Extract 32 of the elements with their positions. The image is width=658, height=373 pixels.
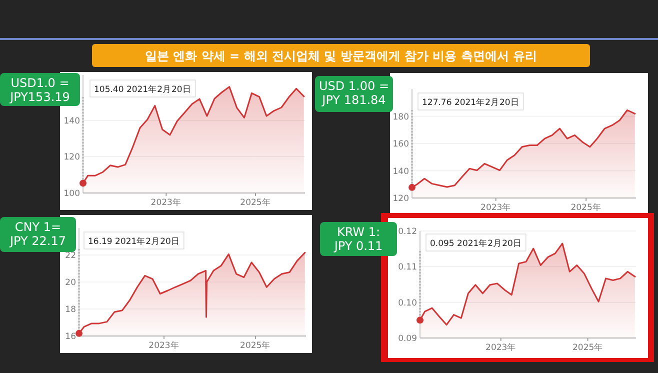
y-tick-label: 140 bbox=[64, 116, 80, 126]
text: 일본 엔화 약세 = 해외 전시업체 및 방문객에게 참가 비용 측면에서 유리 bbox=[144, 49, 538, 63]
x-tick-label: 2023年 bbox=[480, 202, 512, 213]
annotation: 127.76 2021年2月20日 bbox=[422, 97, 520, 108]
x-tick-label: 2025年 bbox=[570, 202, 602, 213]
y-tick-label: 18 bbox=[65, 305, 76, 315]
y-tick-label: 16 bbox=[65, 332, 76, 342]
text: KRW 1: JPY 0.11 bbox=[333, 225, 383, 253]
annotation: 16.19 2021年2月20日 bbox=[88, 236, 180, 247]
y-tick-label: 22 bbox=[65, 251, 76, 261]
x-tick-label: 2023年 bbox=[486, 342, 516, 353]
x-tick-label: 2025年 bbox=[572, 342, 604, 353]
y-tick-label: 120 bbox=[392, 194, 409, 204]
y-tick-label: 0.11 bbox=[398, 262, 417, 273]
x-tick-label: 2023年 bbox=[150, 197, 182, 208]
y-tick-label: 100 bbox=[64, 189, 80, 199]
y-tick-label: 180 bbox=[392, 112, 409, 122]
x-tick-label: 2023年 bbox=[148, 340, 180, 351]
y-tick-label: 160 bbox=[392, 140, 409, 150]
y-tick-label: 140 bbox=[392, 166, 409, 177]
y-tick-label: 0.10 bbox=[398, 298, 417, 308]
y-tick-label: 20 bbox=[65, 278, 76, 288]
y-tick-label: 0.12 bbox=[398, 227, 417, 237]
text: USD1.0 = JPY153.19 bbox=[9, 76, 70, 104]
annotation: 0.095 2021年2月20日 bbox=[430, 238, 522, 249]
y-tick-label: 120 bbox=[64, 152, 80, 163]
text: USD 1.00 = JPY 181.84 bbox=[318, 79, 390, 107]
annotation: 105.40 2021年2月20日 bbox=[94, 84, 192, 95]
x-tick-label: 2025年 bbox=[240, 197, 271, 208]
x-tick-label: 2025年 bbox=[240, 340, 271, 351]
text: CNY 1= JPY 22.17 bbox=[8, 220, 66, 248]
y-tick-label: 0.09 bbox=[398, 334, 417, 344]
